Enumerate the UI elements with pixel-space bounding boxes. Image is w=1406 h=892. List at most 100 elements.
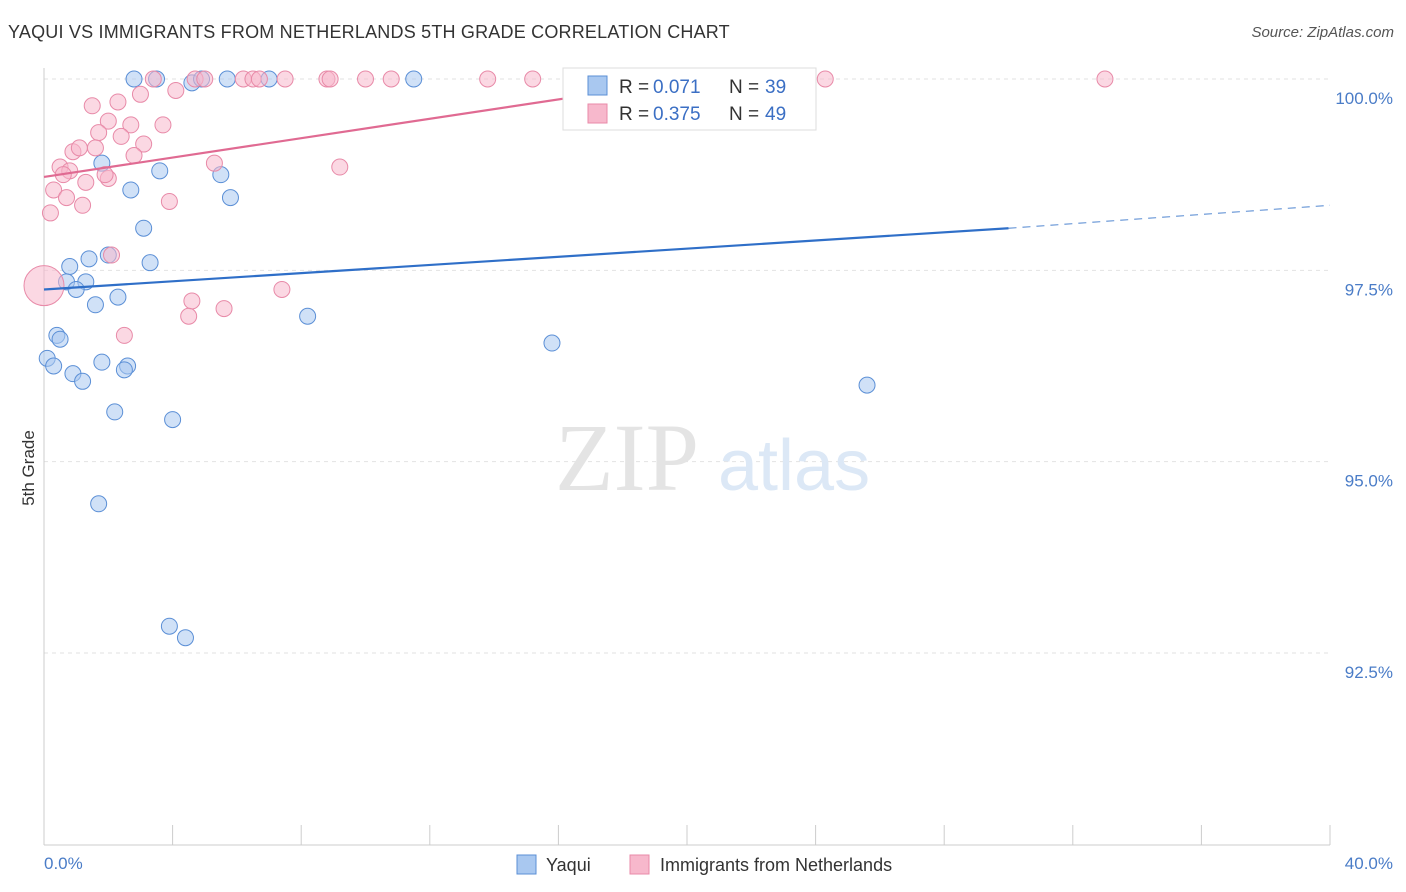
point-netherlands-12 bbox=[524, 70, 542, 88]
point-netherlands-2 bbox=[196, 70, 214, 88]
legend-swatch-yaqui bbox=[587, 75, 608, 96]
point-netherlands-5 bbox=[250, 70, 268, 88]
point-yaqui-30 bbox=[115, 361, 133, 379]
bottom-legend-swatch-yaqui bbox=[516, 854, 537, 875]
point-netherlands-29 bbox=[205, 154, 223, 172]
data-points bbox=[23, 70, 1114, 647]
point-yaqui-21 bbox=[86, 296, 104, 314]
point-netherlands-0 bbox=[144, 70, 162, 88]
legend-n-label-1: N = bbox=[729, 77, 759, 98]
point-netherlands-23 bbox=[112, 127, 130, 145]
bottom-legend-label-netherlands: Immigrants from Netherlands bbox=[660, 855, 892, 875]
legend-r-label-2: R = bbox=[619, 104, 649, 125]
series-legend: Yaqui Immigrants from Netherlands bbox=[516, 854, 892, 875]
point-yaqui-28 bbox=[93, 353, 111, 371]
point-yaqui-38 bbox=[176, 629, 194, 647]
y-tick-label-2: 95.0% bbox=[1345, 472, 1393, 491]
point-yaqui-36 bbox=[90, 495, 108, 513]
point-netherlands-47 bbox=[180, 307, 198, 325]
point-yaqui-16 bbox=[61, 258, 79, 276]
point-yaqui-20 bbox=[109, 288, 127, 306]
bottom-legend-swatch-netherlands bbox=[629, 854, 650, 875]
point-netherlands-6 bbox=[276, 70, 294, 88]
point-netherlands-24 bbox=[135, 135, 153, 153]
point-netherlands-19 bbox=[122, 116, 140, 134]
x-tick-label-left: 0.0% bbox=[44, 854, 83, 873]
point-netherlands-16 bbox=[167, 81, 185, 99]
point-netherlands-39 bbox=[160, 192, 178, 210]
point-netherlands-10 bbox=[382, 70, 400, 88]
point-netherlands-9 bbox=[357, 70, 374, 88]
point-netherlands-42 bbox=[103, 246, 121, 264]
point-netherlands-41 bbox=[41, 204, 59, 222]
point-netherlands-20 bbox=[99, 112, 117, 130]
point-netherlands-26 bbox=[70, 139, 88, 157]
axes bbox=[43, 68, 1331, 846]
point-yaqui-12 bbox=[135, 219, 153, 237]
watermark-atlas: atlas bbox=[718, 426, 870, 506]
point-yaqui-35 bbox=[164, 411, 182, 429]
point-netherlands-22 bbox=[90, 124, 108, 142]
point-netherlands-40 bbox=[74, 196, 92, 214]
point-yaqui-37 bbox=[160, 617, 178, 635]
bottom-legend-label-yaqui: Yaqui bbox=[546, 855, 591, 875]
legend-r-value-1: 0.071 bbox=[653, 77, 701, 98]
point-netherlands-28 bbox=[125, 147, 143, 165]
point-yaqui-27 bbox=[45, 357, 63, 375]
point-netherlands-43 bbox=[23, 265, 65, 307]
legend-swatch-netherlands bbox=[587, 103, 608, 124]
legend-n-value-2: 49 bbox=[765, 104, 786, 125]
point-yaqui-32 bbox=[74, 372, 92, 390]
point-netherlands-46 bbox=[215, 300, 233, 318]
y-tick-labels: 100.0% 97.5% 95.0% 92.5% bbox=[1335, 89, 1393, 682]
point-netherlands-45 bbox=[183, 292, 201, 310]
stats-legend: R = 0.071 N = 39 R = 0.375 N = 49 bbox=[562, 67, 817, 131]
point-yaqui-8 bbox=[122, 181, 140, 199]
trend-line-yaqui-extension bbox=[1008, 204, 1331, 229]
gridlines bbox=[44, 78, 1330, 654]
point-yaqui-19 bbox=[67, 280, 85, 298]
point-netherlands-27 bbox=[86, 139, 104, 157]
point-yaqui-6 bbox=[405, 70, 423, 88]
point-yaqui-4 bbox=[218, 70, 236, 88]
point-yaqui-34 bbox=[106, 403, 124, 421]
point-yaqui-25 bbox=[543, 334, 561, 352]
y-axis-label: 5th Grade bbox=[19, 430, 38, 506]
legend-n-value-1: 39 bbox=[765, 77, 786, 98]
trend-line-yaqui bbox=[43, 227, 1009, 291]
point-netherlands-17 bbox=[109, 93, 127, 111]
point-yaqui-22 bbox=[299, 307, 317, 325]
point-netherlands-21 bbox=[154, 116, 172, 134]
point-yaqui-0 bbox=[125, 70, 143, 88]
point-netherlands-38 bbox=[58, 189, 76, 207]
point-netherlands-18 bbox=[83, 97, 101, 115]
point-yaqui-15 bbox=[141, 254, 159, 272]
point-netherlands-11 bbox=[479, 70, 497, 88]
y-tick-label-3: 92.5% bbox=[1345, 663, 1393, 682]
point-netherlands-13 bbox=[816, 70, 834, 88]
y-tick-label-1: 97.5% bbox=[1345, 280, 1393, 299]
point-yaqui-13 bbox=[80, 250, 98, 268]
point-netherlands-44 bbox=[273, 280, 291, 298]
watermark: ZIP atlas bbox=[555, 404, 870, 511]
point-netherlands-35 bbox=[77, 173, 95, 191]
point-netherlands-48 bbox=[115, 326, 133, 344]
point-yaqui-33 bbox=[858, 376, 876, 394]
watermark-zip: ZIP bbox=[555, 404, 699, 511]
legend-n-label-2: N = bbox=[729, 104, 759, 125]
source-label: Source: ZipAtlas.com bbox=[1251, 24, 1394, 41]
x-tick-label-right: 40.0% bbox=[1345, 854, 1393, 873]
legend-r-value-2: 0.375 bbox=[653, 104, 701, 125]
point-yaqui-9 bbox=[151, 162, 169, 180]
point-netherlands-8 bbox=[321, 70, 339, 88]
point-netherlands-30 bbox=[331, 158, 349, 176]
point-netherlands-37 bbox=[45, 181, 63, 199]
chart-title: YAQUI VS IMMIGRANTS FROM NETHERLANDS 5TH… bbox=[8, 22, 730, 42]
point-netherlands-15 bbox=[131, 85, 149, 103]
point-netherlands-14 bbox=[1096, 70, 1114, 88]
y-tick-label-0: 100.0% bbox=[1335, 89, 1393, 108]
point-yaqui-11 bbox=[221, 189, 239, 207]
point-yaqui-24 bbox=[51, 330, 69, 348]
legend-r-label-1: R = bbox=[619, 77, 649, 98]
